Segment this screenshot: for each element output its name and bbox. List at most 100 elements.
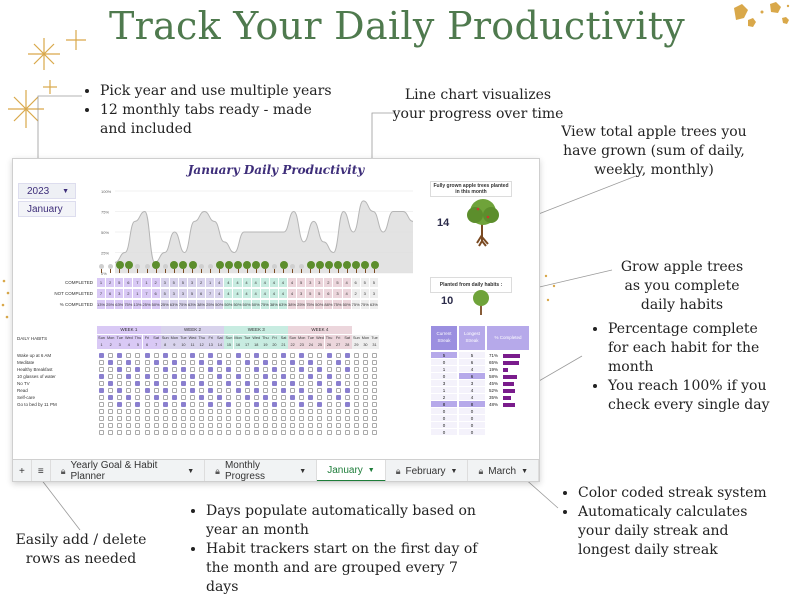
habit-checkbox[interactable] [362, 430, 368, 435]
habit-checkbox[interactable] [344, 423, 350, 428]
habit-checkbox[interactable] [171, 423, 177, 428]
habit-checkbox[interactable] [235, 395, 241, 400]
habit-checkbox[interactable] [99, 353, 104, 358]
habit-checkbox[interactable] [190, 395, 195, 400]
habit-checkbox[interactable] [290, 367, 296, 372]
habit-checkbox[interactable] [244, 416, 250, 421]
habit-checkbox[interactable] [299, 430, 305, 435]
habit-checkbox[interactable] [162, 381, 168, 386]
habit-checkbox[interactable] [235, 374, 241, 379]
habit-checkbox[interactable] [126, 367, 132, 372]
habit-checkbox[interactable] [162, 409, 168, 414]
habit-checkbox[interactable] [253, 402, 259, 407]
habit-checkbox[interactable] [372, 409, 377, 414]
habit-checkbox[interactable] [244, 381, 250, 386]
habit-checkbox[interactable] [271, 423, 277, 428]
habit-checkbox[interactable] [308, 367, 314, 372]
habit-checkbox[interactable] [126, 388, 132, 393]
habit-checkbox[interactable] [171, 416, 177, 421]
habit-checkbox[interactable] [190, 409, 195, 414]
habit-checkbox[interactable] [135, 388, 141, 393]
habit-checkbox[interactable] [117, 381, 123, 386]
habit-checkbox[interactable] [317, 416, 323, 421]
habit-checkbox[interactable] [162, 423, 168, 428]
habit-checkbox[interactable] [153, 409, 159, 414]
habit-checkbox[interactable] [162, 402, 168, 407]
habit-checkbox[interactable] [180, 430, 186, 435]
habit-checkbox[interactable] [162, 388, 168, 393]
habit-checkbox[interactable] [344, 430, 350, 435]
habit-checkbox[interactable] [162, 367, 168, 372]
habit-checkbox[interactable] [335, 360, 341, 365]
habit-checkbox[interactable] [262, 430, 268, 435]
habit-checkbox[interactable] [271, 388, 277, 393]
habit-checkbox[interactable] [235, 353, 241, 358]
habit-checkbox[interactable] [108, 353, 114, 358]
habit-checkbox[interactable] [99, 367, 104, 372]
habit-checkbox[interactable] [226, 374, 232, 379]
habit-checkbox[interactable] [190, 374, 195, 379]
habit-checkbox[interactable] [135, 381, 141, 386]
habit-checkbox[interactable] [353, 409, 359, 414]
habit-checkbox[interactable] [299, 367, 305, 372]
habit-checkbox[interactable] [153, 367, 159, 372]
habit-checkbox[interactable] [362, 374, 368, 379]
habit-checkbox[interactable] [253, 430, 259, 435]
habit-checkbox[interactable] [135, 360, 141, 365]
habit-name[interactable]: Self-care [17, 395, 36, 400]
habit-checkbox[interactable] [99, 381, 104, 386]
habit-checkbox[interactable] [117, 374, 123, 379]
habit-checkbox[interactable] [281, 409, 286, 414]
habit-checkbox[interactable] [117, 402, 123, 407]
habit-checkbox[interactable] [235, 381, 241, 386]
habit-checkbox[interactable] [208, 388, 214, 393]
habit-checkbox[interactable] [226, 430, 232, 435]
habit-checkbox[interactable] [99, 416, 104, 421]
habit-checkbox[interactable] [299, 423, 305, 428]
habit-checkbox[interactable] [208, 402, 214, 407]
habit-checkbox[interactable] [326, 360, 332, 365]
habit-checkbox[interactable] [262, 381, 268, 386]
habit-checkbox[interactable] [344, 381, 350, 386]
habit-checkbox[interactable] [208, 367, 214, 372]
habit-checkbox[interactable] [235, 423, 241, 428]
habit-checkbox[interactable] [117, 395, 123, 400]
habit-checkbox[interactable] [262, 395, 268, 400]
habit-checkbox[interactable] [253, 409, 259, 414]
habit-checkbox[interactable] [99, 423, 104, 428]
habit-checkbox[interactable] [326, 388, 332, 393]
habit-checkbox[interactable] [362, 395, 368, 400]
habit-checkbox[interactable] [126, 374, 132, 379]
habit-checkbox[interactable] [362, 416, 368, 421]
tab-yearly-goal[interactable]: 🔒︎ Yearly Goal & Habit Planner ▼ [51, 460, 206, 481]
habit-checkbox[interactable] [190, 367, 195, 372]
habit-checkbox[interactable] [281, 374, 286, 379]
habit-checkbox[interactable] [344, 353, 350, 358]
habit-checkbox[interactable] [162, 430, 168, 435]
habit-checkbox[interactable] [353, 374, 359, 379]
habit-name[interactable]: Read [17, 388, 28, 393]
habit-checkbox[interactable] [153, 423, 159, 428]
habit-checkbox[interactable] [108, 423, 114, 428]
habit-checkbox[interactable] [190, 353, 195, 358]
habit-checkbox[interactable] [372, 381, 377, 386]
habit-checkbox[interactable] [171, 353, 177, 358]
habit-checkbox[interactable] [372, 423, 377, 428]
habit-checkbox[interactable] [153, 402, 159, 407]
habit-checkbox[interactable] [153, 353, 159, 358]
habit-checkbox[interactable] [153, 416, 159, 421]
habit-checkbox[interactable] [335, 423, 341, 428]
habit-checkbox[interactable] [199, 402, 205, 407]
habit-checkbox[interactable] [108, 367, 114, 372]
habit-checkbox[interactable] [99, 388, 104, 393]
habit-checkbox[interactable] [199, 416, 205, 421]
habit-name[interactable]: Go to bed by 11 PM [17, 402, 57, 407]
habit-checkbox[interactable] [308, 395, 314, 400]
habit-checkbox[interactable] [235, 430, 241, 435]
habit-checkbox[interactable] [226, 402, 232, 407]
habit-checkbox[interactable] [353, 353, 359, 358]
habit-checkbox[interactable] [117, 423, 123, 428]
habit-checkbox[interactable] [180, 353, 186, 358]
habit-checkbox[interactable] [299, 381, 305, 386]
habit-checkbox[interactable] [117, 388, 123, 393]
